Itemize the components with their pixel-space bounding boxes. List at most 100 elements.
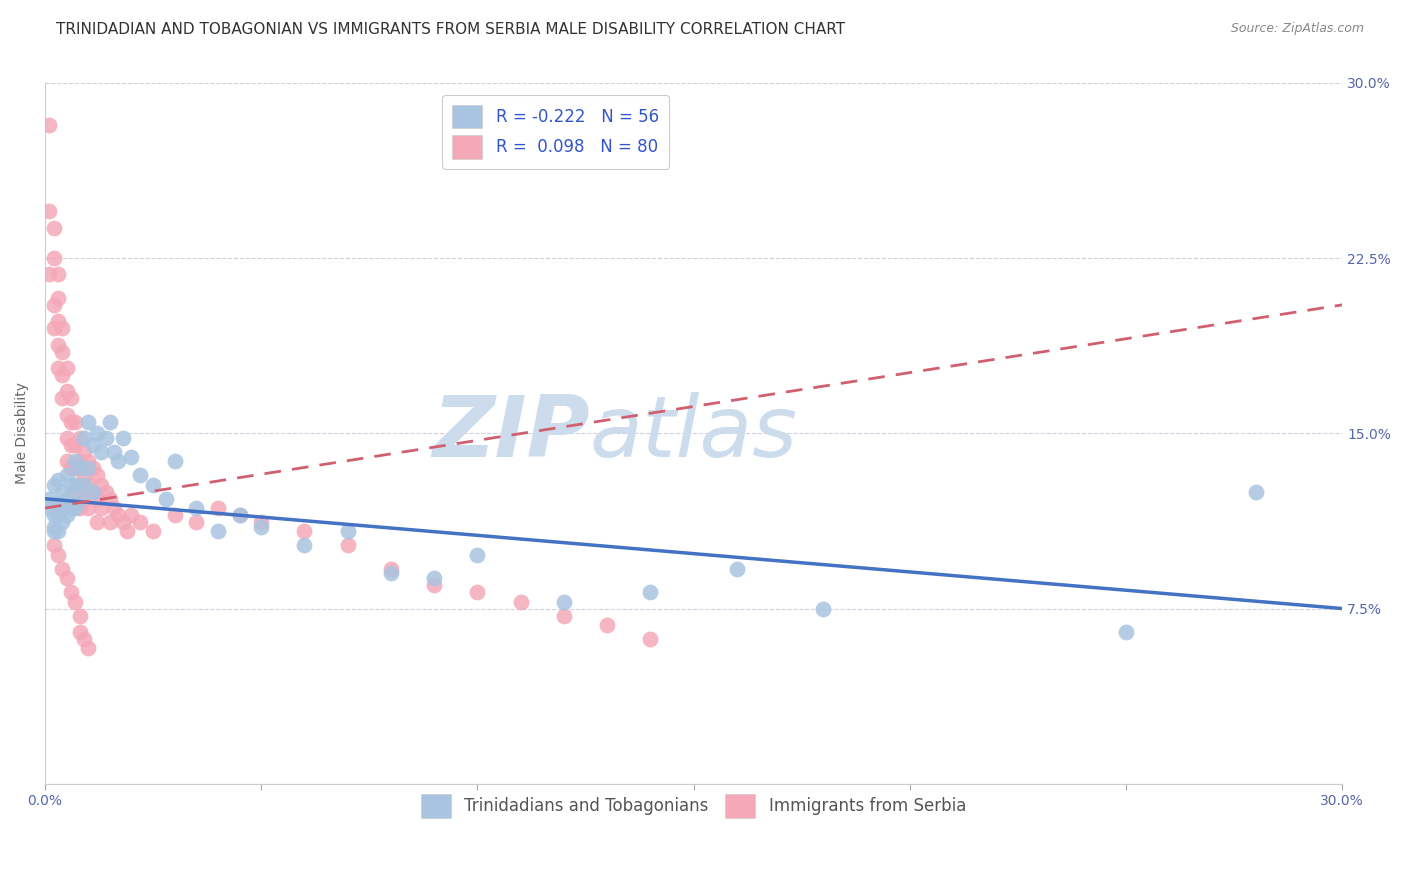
Point [51,321,73,335]
Point [228,508,250,522]
Point [38,491,60,506]
Point [77,454,100,468]
Point [82,484,104,499]
Point [336,524,359,539]
Point [46,473,69,487]
Point [73,431,96,445]
Y-axis label: Male Disability: Male Disability [15,383,30,484]
Point [163,508,186,522]
Point [38,501,60,516]
Point [42,539,65,553]
Point [55,360,77,375]
Point [59,415,82,429]
Point [129,515,152,529]
Point [59,585,82,599]
Point [46,360,69,375]
Point [294,524,316,539]
Point [59,501,82,516]
Point [1244,484,1267,499]
Point [69,454,91,468]
Point [813,601,835,615]
Legend: Trinidadians and Tobagonians, Immigrants from Serbia: Trinidadians and Tobagonians, Immigrants… [415,788,973,824]
Point [250,515,273,529]
Point [42,520,65,534]
Point [73,445,96,459]
Point [725,562,748,576]
Point [207,501,229,516]
Point [73,468,96,483]
Point [509,594,531,608]
Point [38,268,60,282]
Point [69,624,91,639]
Point [111,515,134,529]
Point [163,454,186,468]
Point [86,468,108,483]
Point [73,632,96,646]
Point [55,384,77,399]
Point [51,484,73,499]
Point [46,548,69,562]
Point [467,585,489,599]
Point [77,415,100,429]
Point [69,477,91,491]
Text: atlas: atlas [591,392,797,475]
Point [69,491,91,506]
Text: Source: ZipAtlas.com: Source: ZipAtlas.com [1230,22,1364,36]
Point [55,571,77,585]
Point [380,566,402,581]
Point [59,477,82,491]
Point [207,524,229,539]
Point [103,501,125,516]
Point [380,562,402,576]
Point [142,477,165,491]
Point [59,392,82,406]
Point [46,496,69,510]
Point [423,578,446,592]
Point [42,321,65,335]
Point [98,515,121,529]
Point [553,608,575,623]
Point [65,461,87,475]
Point [640,632,662,646]
Point [186,515,208,529]
Point [65,501,87,516]
Point [423,571,446,585]
Point [103,445,125,459]
Point [51,392,73,406]
Point [82,461,104,475]
Point [51,562,73,576]
Point [77,461,100,475]
Point [98,415,121,429]
Point [51,501,73,516]
Point [77,641,100,656]
Point [42,508,65,522]
Text: TRINIDADIAN AND TOBAGONIAN VS IMMIGRANTS FROM SERBIA MALE DISABILITY CORRELATION: TRINIDADIAN AND TOBAGONIAN VS IMMIGRANTS… [56,22,845,37]
Point [65,415,87,429]
Point [73,491,96,506]
Point [111,431,134,445]
Point [115,524,138,539]
Point [77,501,100,516]
Point [42,477,65,491]
Point [336,539,359,553]
Point [90,501,112,516]
Point [65,438,87,452]
Point [107,454,129,468]
Point [250,520,273,534]
Point [82,438,104,452]
Point [155,491,177,506]
Point [65,484,87,499]
Point [1115,624,1137,639]
Point [120,508,142,522]
Point [69,501,91,516]
Point [42,298,65,312]
Point [51,515,73,529]
Point [228,508,250,522]
Point [90,445,112,459]
Point [294,539,316,553]
Point [38,118,60,132]
Point [90,477,112,491]
Point [38,204,60,219]
Point [73,477,96,491]
Point [596,618,619,632]
